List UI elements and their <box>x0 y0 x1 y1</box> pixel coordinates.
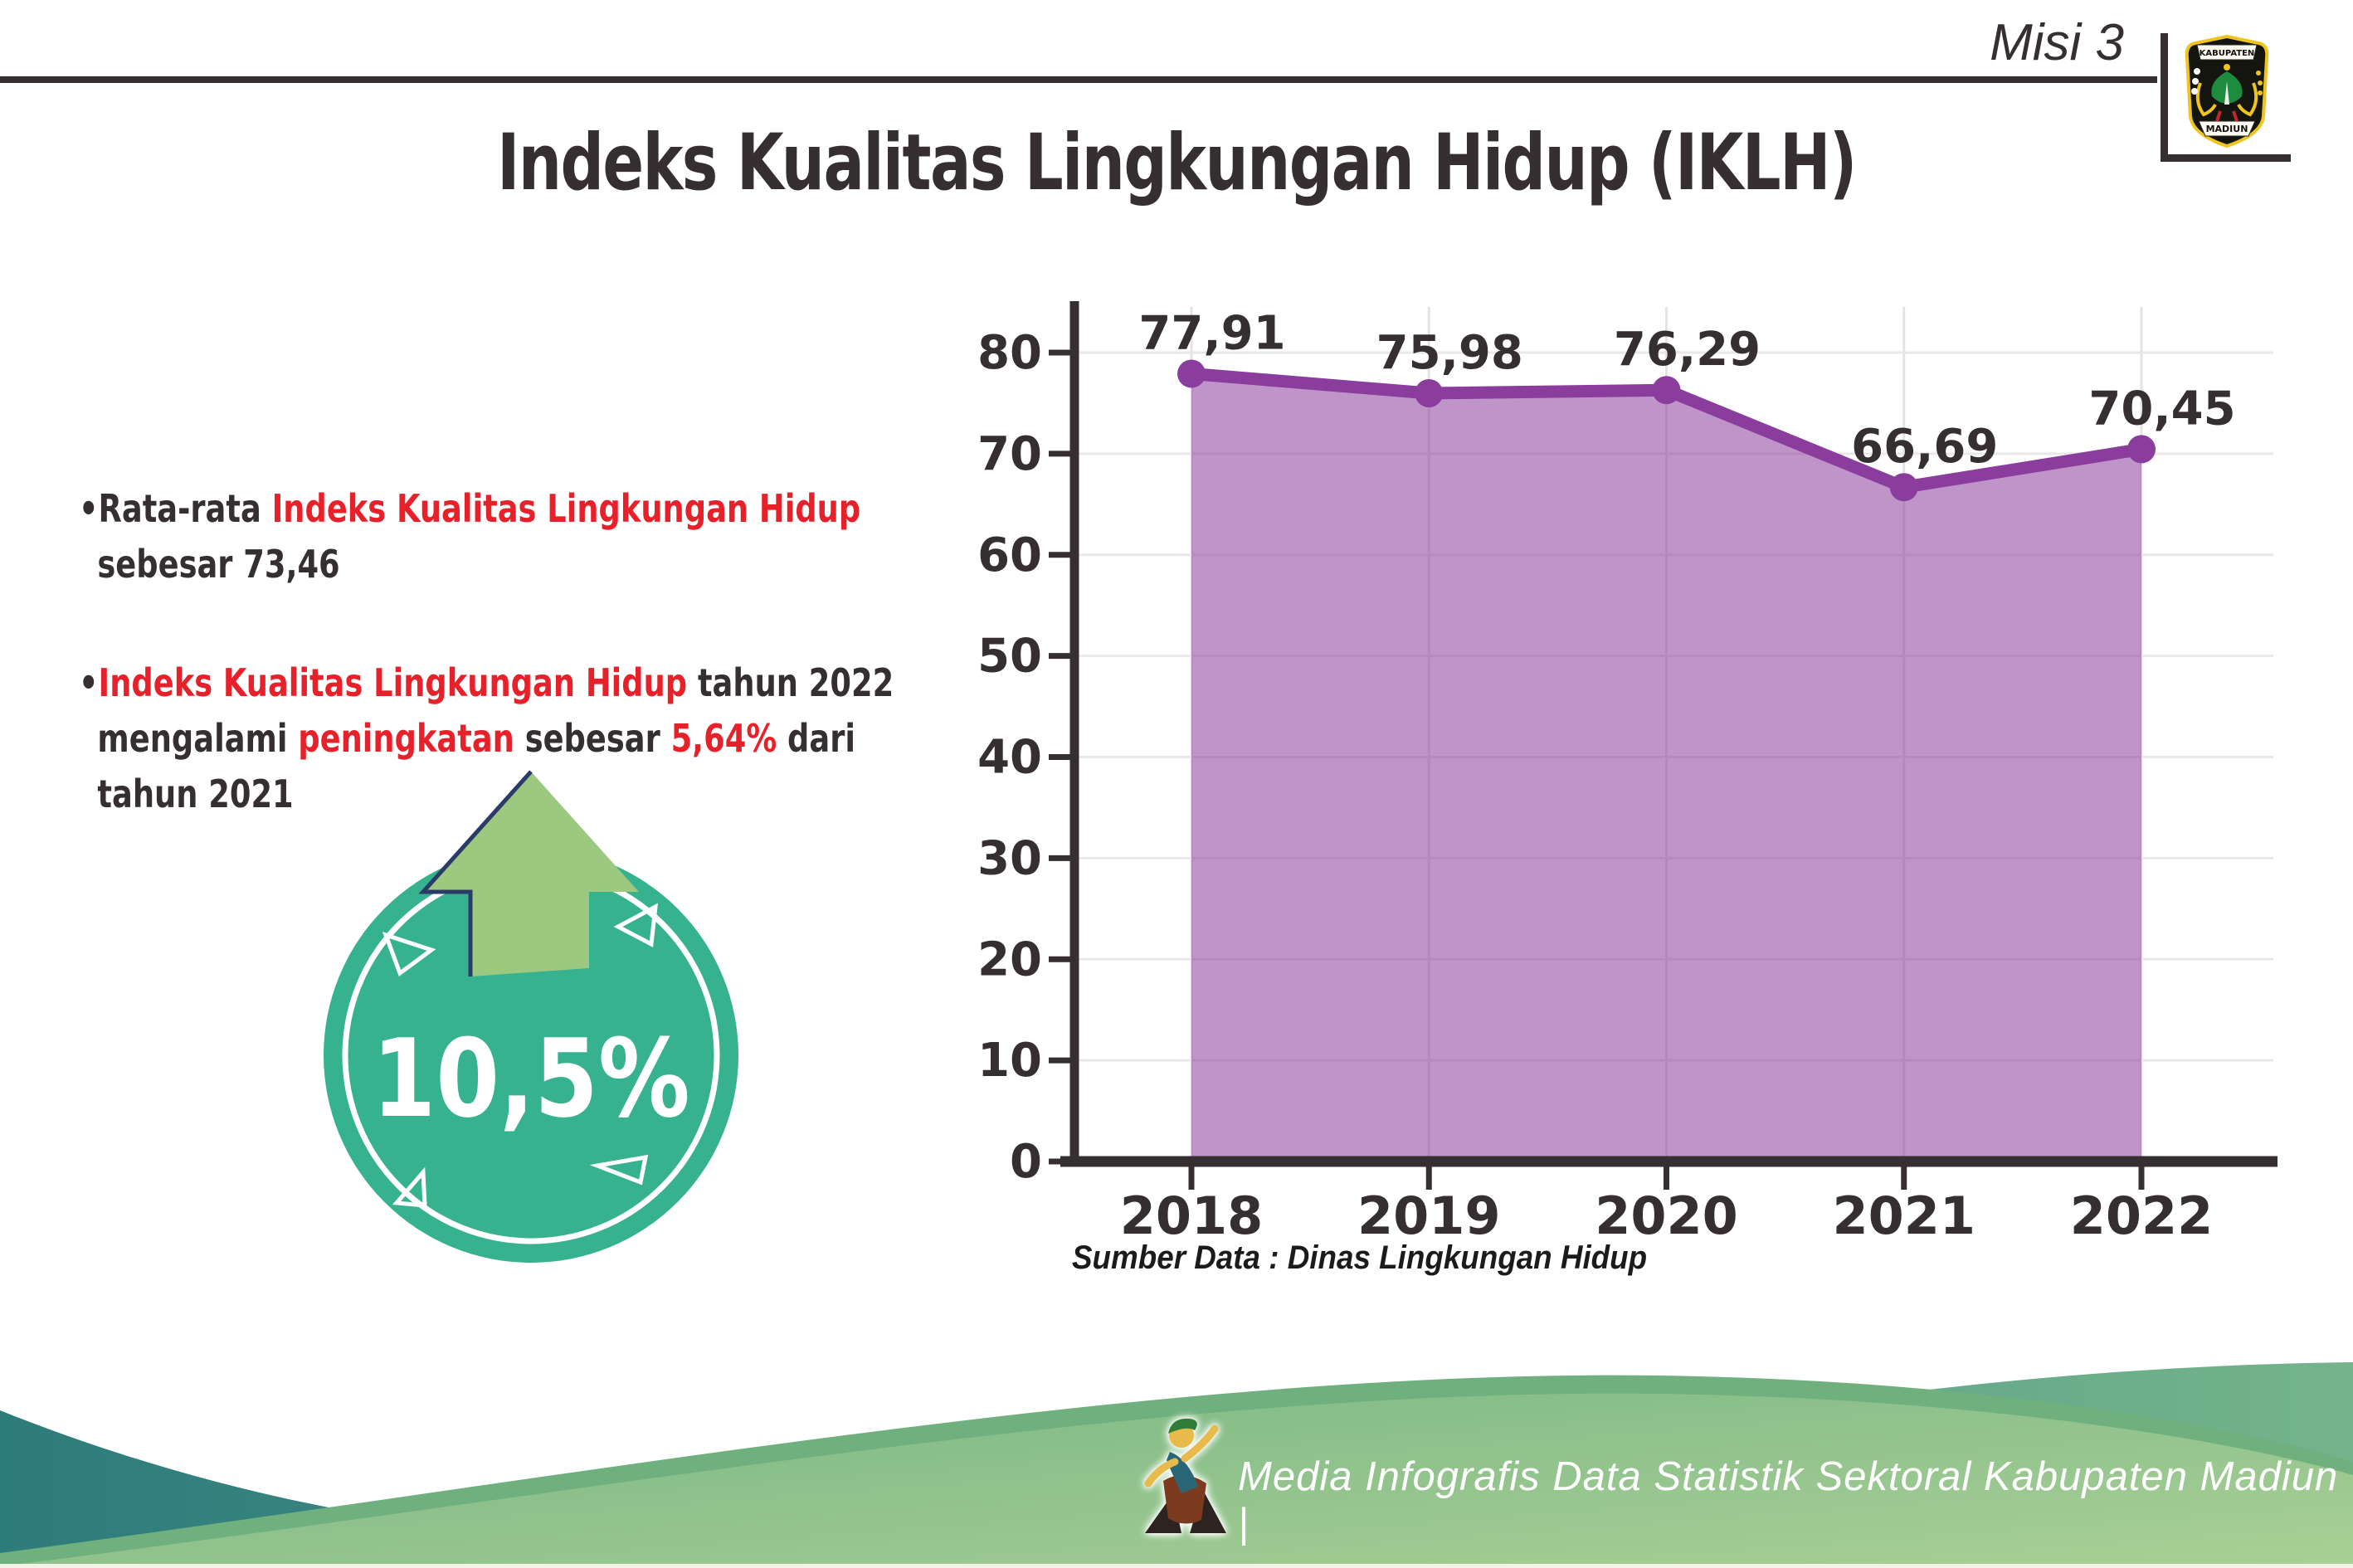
y-tick-label: 30 <box>979 831 1042 885</box>
up-arrow-icon <box>423 772 639 976</box>
mascot-arm <box>1144 1458 1179 1488</box>
mascot-leg <box>1190 1490 1226 1533</box>
header-rule <box>0 76 2157 83</box>
iklh-area-chart: 0 10 20 30 40 50 60 70 80 2018 2019 2020 2021 2022 77,… <box>979 301 2277 1246</box>
x-tick-label: 2020 <box>1595 1186 1738 1246</box>
up-arrow-outline <box>418 770 533 976</box>
increase-badge: 10,5% <box>324 770 738 1263</box>
logo-frame <box>2161 33 2291 162</box>
area-series <box>1191 373 2141 1159</box>
badge-value: 10,5% <box>372 1016 689 1142</box>
text-segment: mengalami <box>97 716 299 761</box>
summary-bullets: •Rata-rata Indeks Kualitas Lingkungan Hi… <box>79 481 1061 885</box>
kabupaten-madiun-logo: KABUPATEN MADIUN <box>2185 35 2269 148</box>
badge-spark-icon <box>589 1154 649 1186</box>
badge-spark-icon <box>382 932 436 976</box>
y-tick-label: 20 <box>979 933 1042 986</box>
point-label: 75,98 <box>1376 326 1523 380</box>
bullet-line: tahun 2021 <box>79 767 1061 822</box>
logo-bottom-text: MADIUN <box>2206 124 2248 134</box>
point-label: 76,29 <box>1614 323 1761 377</box>
bullet-line: •Indeks Kualitas Lingkungan Hidup tahun … <box>79 655 1061 711</box>
data-point-2022 <box>2127 435 2156 464</box>
y-tick-label: 10 <box>979 1034 1042 1088</box>
footer-credit: Media Infografis Data Statistik Sektoral… <box>1238 1454 2339 1546</box>
logo-wing-left-icon <box>2195 82 2217 117</box>
logo-cotton-icon <box>2194 68 2200 75</box>
y-tick-label: 70 <box>979 427 1042 481</box>
bullet-item-2: •Indeks Kualitas Lingkungan Hidup tahun … <box>79 655 1061 822</box>
point-label: 77,91 <box>1138 306 1285 360</box>
text-segment: Rata-rata <box>98 486 272 531</box>
data-point-2021 <box>1889 473 1918 502</box>
bullet-line: •Rata-rata Indeks Kualitas Lingkungan Hi… <box>79 481 1061 537</box>
page-title: Indeks Kualitas Lingkungan Hidup (IKLH) <box>497 118 1857 208</box>
data-point-2020 <box>1652 376 1681 405</box>
text-segment: Indeks Kualitas Lingkungan Hidup <box>271 486 861 531</box>
mascot-arm <box>1181 1424 1219 1463</box>
logo-ribbon-right-icon <box>2232 110 2239 122</box>
logo-star-icon <box>2224 64 2230 71</box>
logo-ribbon-left-icon <box>2215 110 2222 122</box>
text-segment: 5,64% <box>670 716 777 761</box>
mascot-cap <box>1168 1418 1197 1434</box>
x-tick-label: 2021 <box>1832 1186 1975 1246</box>
data-point-2018 <box>1177 359 1206 388</box>
misi-label: Misi 3 <box>1990 14 2124 71</box>
point-label: 70,45 <box>2088 382 2235 436</box>
data-point-2019 <box>1415 378 1444 407</box>
bullet-line: mengalami peningkatan sebesar 5,64% dari <box>79 711 1061 767</box>
logo-rice-icon <box>2258 90 2263 95</box>
y-tick-label: 0 <box>1010 1135 1042 1189</box>
footer-bottom-strip <box>0 1564 2353 1568</box>
y-tick-label: 40 <box>979 731 1042 785</box>
text-segment: dari <box>777 716 855 761</box>
y-tick-label: 50 <box>979 630 1042 684</box>
logo-wing-right-icon <box>2237 82 2258 117</box>
point-label: 66,69 <box>1851 420 1998 474</box>
x-tick-label: 2022 <box>2070 1186 2214 1246</box>
text-segment: sebesar 73,46 <box>97 542 340 587</box>
bullet-marker: • <box>79 486 99 531</box>
logo-top-ribbon <box>2196 44 2258 61</box>
bullet-marker: • <box>79 660 99 705</box>
mascot-dancer-icon <box>1144 1418 1226 1533</box>
x-tick-label: 2018 <box>1120 1186 1264 1246</box>
text-segment: tahun 2022 <box>687 660 894 705</box>
logo-cotton-icon <box>2192 78 2199 85</box>
text-segment: peningkatan <box>298 716 514 761</box>
logo-cotton-icon <box>2191 88 2198 95</box>
bullet-item-1: •Rata-rata Indeks Kualitas Lingkungan Hi… <box>79 481 1061 592</box>
logo-top-text: KABUPATEN <box>2200 49 2255 58</box>
text-segment: Indeks Kualitas Lingkungan Hidup <box>98 660 688 705</box>
text-segment: tahun 2021 <box>97 772 294 816</box>
x-tick-label: 2019 <box>1357 1186 1501 1246</box>
badge-spark-icon <box>613 903 659 947</box>
chart-source: Sumber Data : Dinas Lingkungan Hidup <box>1072 1239 1648 1276</box>
bullet-line: sebesar 73,46 <box>79 537 1061 592</box>
logo-rice-icon <box>2256 71 2261 75</box>
text-segment: sebesar <box>514 716 671 761</box>
badge-spark-icon <box>392 1166 427 1208</box>
y-tick-label: 60 <box>979 528 1042 582</box>
y-tick-label: 80 <box>979 326 1042 380</box>
logo-monument-icon <box>2224 81 2229 105</box>
logo-rice-icon <box>2258 80 2263 85</box>
